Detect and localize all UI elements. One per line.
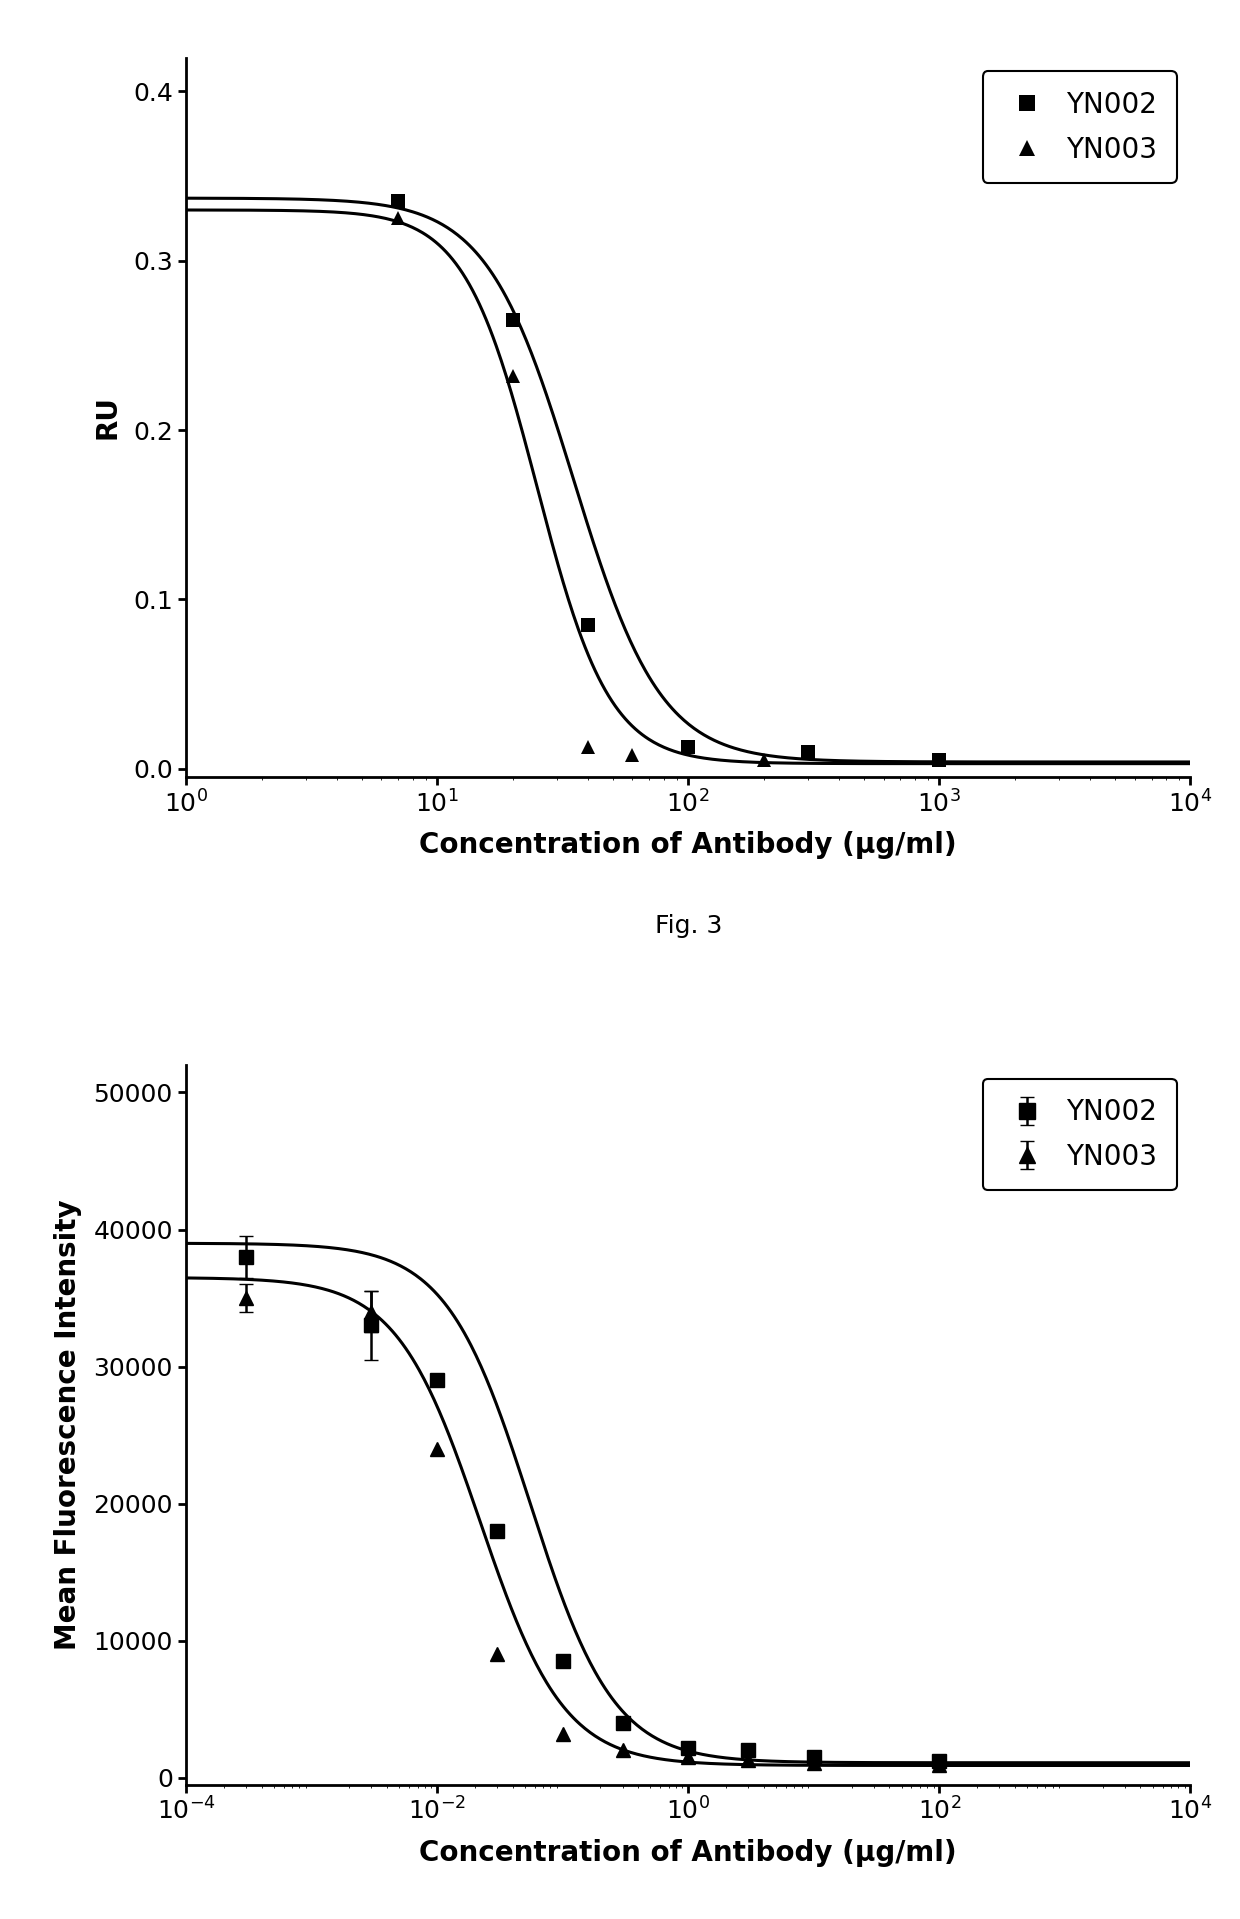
YN003 (580, 735, 595, 758)
YN002 (580, 614, 595, 637)
Legend: YN002, YN003: YN002, YN003 (983, 1078, 1177, 1190)
Line: YN002: YN002 (392, 194, 946, 768)
YN002 (505, 309, 520, 332)
YN003 (505, 365, 520, 388)
Y-axis label: Mean Fluorescence Intensity: Mean Fluorescence Intensity (55, 1199, 82, 1650)
YN002 (932, 748, 947, 771)
Y-axis label: RU: RU (94, 395, 122, 439)
YN002 (801, 741, 816, 764)
X-axis label: Concentration of Antibody (μg/ml): Concentration of Antibody (μg/ml) (419, 1838, 957, 1867)
YN002 (391, 190, 405, 213)
Text: Fig. 3: Fig. 3 (655, 913, 722, 938)
YN002 (681, 735, 696, 758)
Legend: YN002, YN003: YN002, YN003 (983, 71, 1177, 182)
YN003 (625, 745, 640, 768)
Line: YN003: YN003 (392, 211, 771, 768)
YN003 (756, 748, 771, 771)
X-axis label: Concentration of Antibody (μg/ml): Concentration of Antibody (μg/ml) (419, 831, 957, 860)
YN003 (391, 207, 405, 230)
